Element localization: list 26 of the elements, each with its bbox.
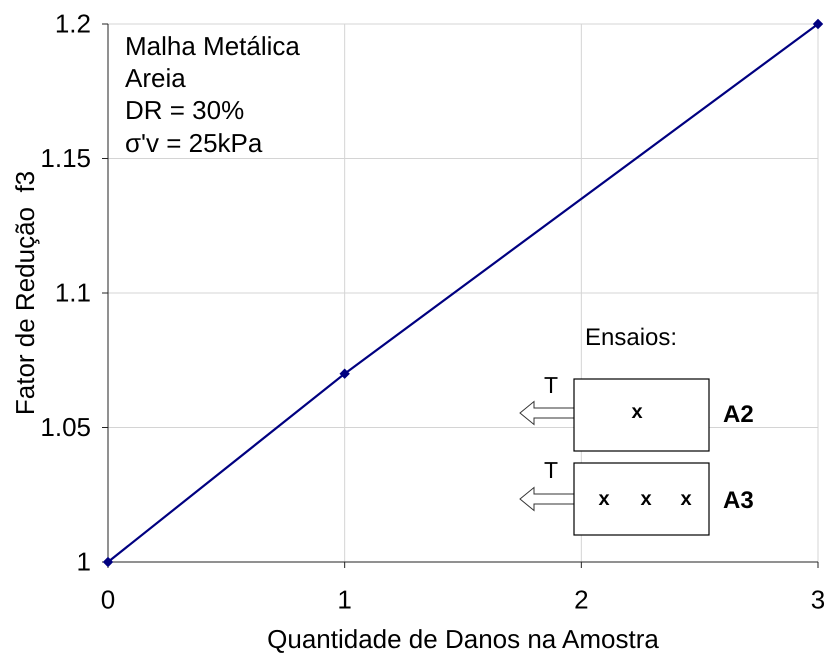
y-tick-label: 1	[76, 546, 91, 576]
y-tick-label: 1.2	[54, 8, 91, 38]
annotation: x	[640, 488, 652, 510]
annotation: x	[631, 401, 643, 423]
x-tick-label: 2	[574, 584, 589, 614]
annotation: T	[544, 457, 558, 483]
annotation: A3	[723, 487, 754, 514]
y-tick-label: 1.05	[40, 412, 91, 442]
annotation: Ensaios:	[585, 324, 678, 351]
annotation: T	[544, 372, 558, 398]
point	[813, 19, 823, 29]
annotation: x	[680, 488, 692, 510]
annotation: Areia	[125, 63, 186, 93]
annotation: σ'v = 25kPa	[125, 128, 263, 158]
y-axis-title: Fator de Redução f3	[10, 170, 40, 416]
y-tick-label: 1.15	[40, 142, 91, 173]
y-tick-label: 1.1	[54, 277, 91, 308]
x-axis-title: Quantidade de Danos na Amostra	[267, 624, 660, 654]
annotation: Malha Metálica	[125, 31, 300, 61]
annotation: DR = 30%	[125, 95, 244, 125]
annotation: A2	[723, 401, 754, 428]
x-tick-label: 1	[337, 584, 352, 614]
point	[340, 368, 350, 379]
x-tick-label: 3	[810, 584, 826, 614]
annotation: x	[598, 488, 610, 510]
x-tick-label: 0	[100, 584, 116, 614]
